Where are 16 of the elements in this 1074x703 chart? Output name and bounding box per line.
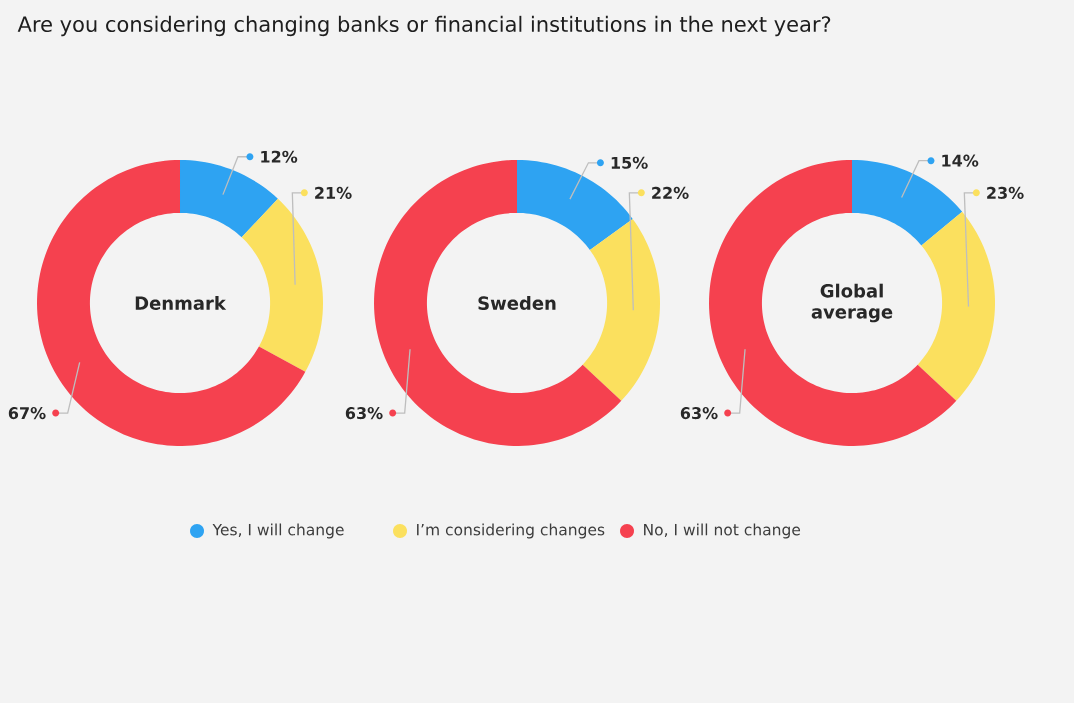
data-label: 67%: [8, 407, 46, 420]
data-label: 21%: [315, 186, 352, 199]
data-label: 14%: [942, 154, 979, 167]
text: Denmark: [135, 296, 227, 310]
data-label: 15%: [611, 156, 648, 169]
legend-label: No, I will not change: [644, 523, 801, 539]
data-label: 23%: [987, 186, 1024, 199]
legend-label: I’m considering changes: [417, 523, 605, 539]
data-label: 63%: [345, 407, 383, 420]
data-label: 22%: [652, 186, 689, 199]
text: Are you considering changing banks or financial institutions in the next year?: [17, 15, 831, 37]
data-label: 63%: [680, 407, 718, 420]
text: Global average: [811, 283, 893, 323]
data-label: 12%: [261, 150, 298, 163]
legend-label: Yes, I will change: [212, 523, 344, 539]
text: Sweden: [478, 296, 556, 310]
